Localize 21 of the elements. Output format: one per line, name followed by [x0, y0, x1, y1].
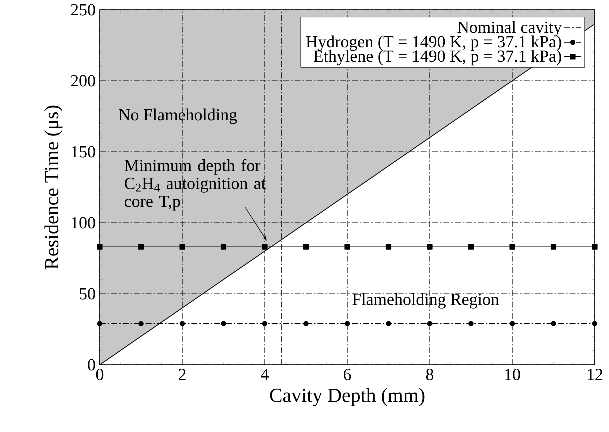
- x-tick-label: 8: [426, 369, 434, 380]
- y-tick-label: 150: [72, 146, 96, 158]
- annotation: Minimum depth for C$_{2}$H$_{4}$ autoignition at core T,p: [124, 159, 266, 211]
- annotation: Flameholding Region: [352, 293, 500, 309]
- x-tick-label: 0: [96, 369, 104, 380]
- y-tick-label: 200: [71, 75, 96, 87]
- x-tick-label: 12: [588, 369, 603, 380]
- x-tick-label: 6: [344, 369, 352, 380]
- y-tick-label: 0: [88, 359, 96, 371]
- x-tick-label: 10: [506, 369, 520, 380]
- annotation: No Flameholding: [119, 108, 238, 124]
- x-tick-label: 2: [179, 369, 186, 380]
- legend-label: Hydrogen (T = 1490 K, p = 37.1 kPa): [306, 36, 562, 52]
- legend-label: Ethylene (T = 1490 K, p = 37.1 kPa): [314, 50, 562, 66]
- y-axis-title: Residence Time (μs): [44, 106, 63, 270]
- x-axis-title: Cavity Depth (mm): [270, 388, 425, 406]
- y-tick-label: 100: [72, 217, 96, 229]
- y-tick-label: 250: [71, 4, 96, 16]
- x-tick-label: 4: [261, 369, 269, 380]
- legend-label: Nominal cavity: [458, 21, 562, 37]
- y-tick-label: 50: [80, 288, 96, 300]
